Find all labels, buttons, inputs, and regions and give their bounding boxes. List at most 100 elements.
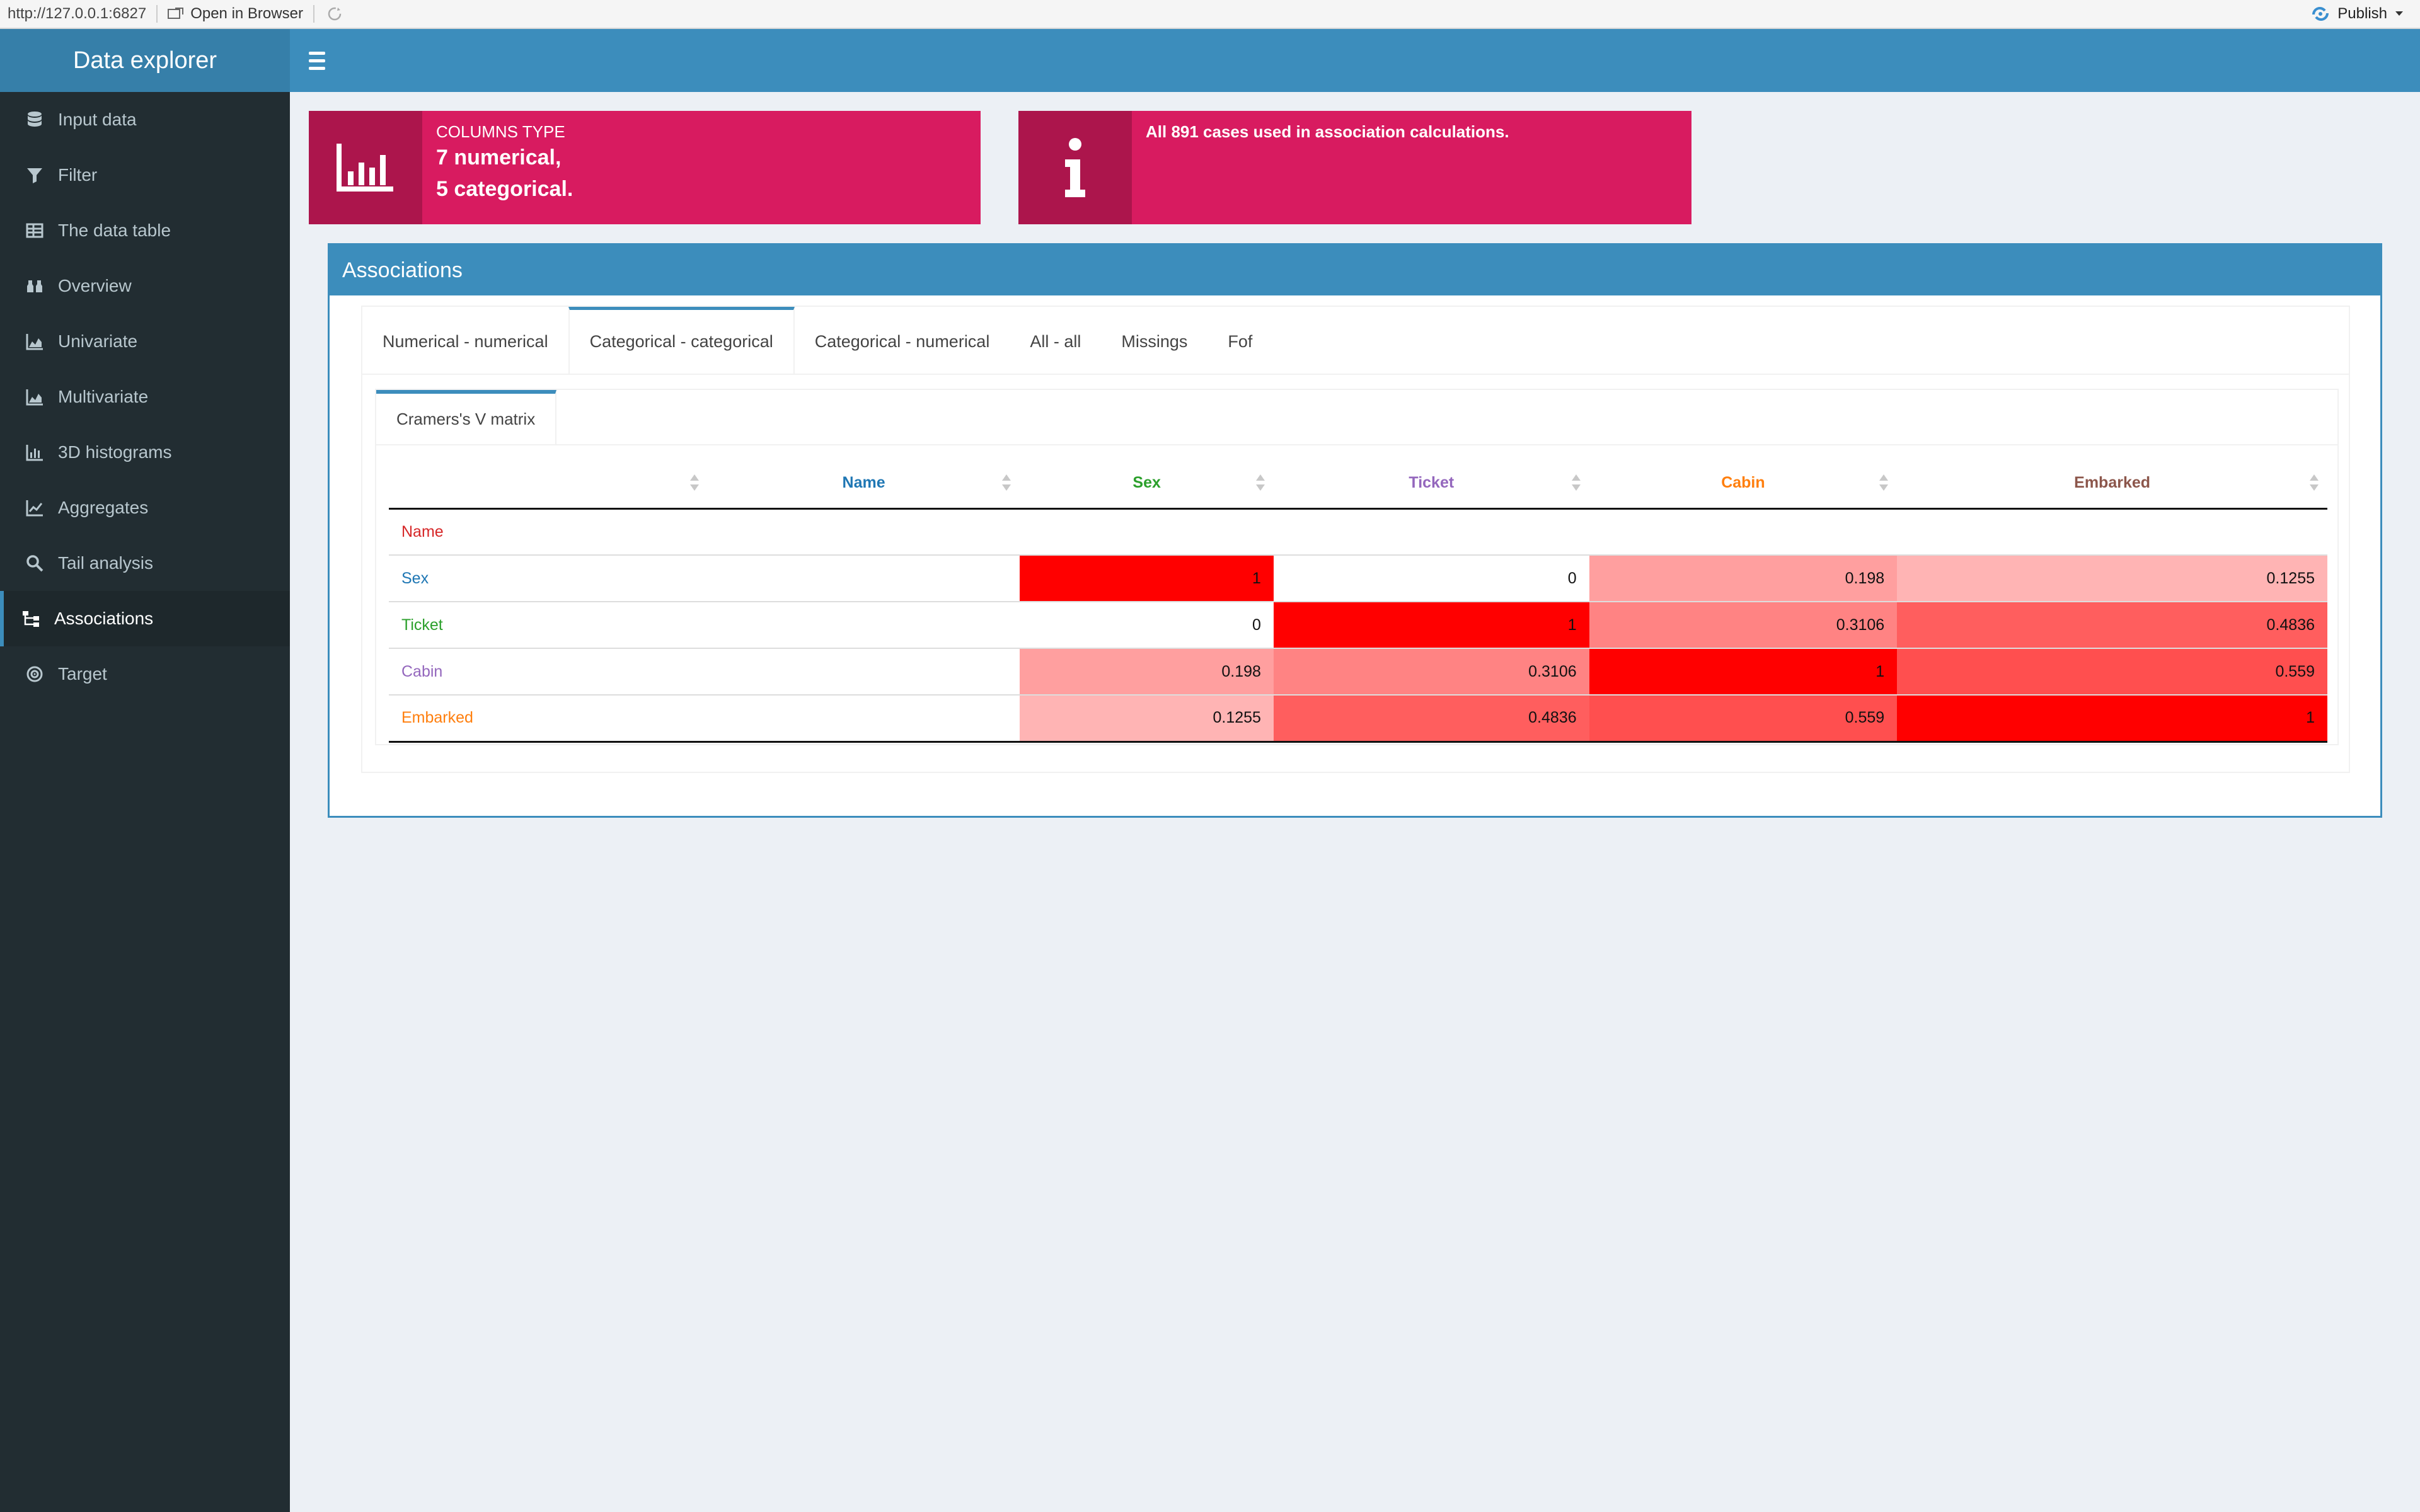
tab-numerical-numerical[interactable]: Numerical - numerical [383,332,548,351]
sidebar-item-input-data[interactable]: Input data [0,92,290,147]
table-cell: 1 [1020,554,1274,602]
refresh-icon[interactable] [325,4,345,24]
columns-type-infobox: COLUMNS TYPE 7 numerical, 5 categorical. [309,111,981,224]
sidebar-menu: Input data Filter The data table Overview Un… [0,92,290,702]
binoculars-icon [25,277,44,295]
filter-icon [25,166,44,185]
sort-icon [1879,474,1889,491]
bar-chart-icon [309,111,422,224]
table-row: Sex 1 0 0.198 0.1255 [389,554,2327,602]
sidebar-item-univariate[interactable]: Univariate [0,314,290,369]
sidebar-item-multivariate[interactable]: Multivariate [0,369,290,425]
table-cell: 0.1255 [1897,554,2327,602]
subtab-panel: Cramers's V matrix Name Sex Ticket Cabin Emb… [375,389,2339,745]
tab-cramers-v-matrix[interactable]: Cramers's V matrix [376,390,557,444]
open-in-browser-button[interactable]: Open in Browser [168,5,303,23]
table-row: Cabin 0.198 0.3106 1 0.559 [389,648,2327,695]
column-header[interactable]: Cabin [1589,458,1898,510]
row-name: Embarked [389,694,708,743]
table-cell: 0.4836 [1273,694,1589,743]
sort-icon [1255,474,1265,491]
sidebar-item-aggregates[interactable]: Aggregates [0,480,290,536]
table-row: Embarked 0.1255 0.4836 0.559 1 [389,694,2327,743]
table-cell: 0 [1273,554,1589,602]
sidebar-item-label: Target [58,664,107,684]
sidebar-item-tail-analysis[interactable]: Tail analysis [0,536,290,591]
sidebar-item-label: Aggregates [58,498,149,517]
table-cell [707,648,1020,695]
tab-categorical-categorical[interactable]: Categorical - categorical [568,307,795,374]
column-header-label: Cabin [1721,473,1765,491]
tab-fof[interactable]: Fof [1228,332,1253,351]
tab-categorical-numerical[interactable]: Categorical - numerical [814,332,990,351]
table-cell: 0.3106 [1589,601,1898,648]
table-cell [1273,508,1589,555]
table-cell: 0.198 [1020,648,1274,695]
tab-list: Numerical - numerical Categorical - categ… [362,307,2349,375]
sort-icon [2310,474,2319,491]
url-text[interactable]: http://127.0.0.1:6827 [8,5,147,22]
sidebar-item-the-data-table[interactable]: The data table [0,203,290,258]
columns-type-label: COLUMNS TYPE [436,122,565,141]
column-header-label: Sex [1132,473,1161,491]
browser-toolbar: http://127.0.0.1:6827 Open in Browser Pu… [0,0,2420,29]
sitemap-icon [21,609,40,628]
search-icon [25,554,44,573]
sort-icon [1002,474,1011,491]
column-header[interactable]: Embarked [1897,458,2327,510]
cases-text: All 891 cases used in association calcul… [1146,122,1509,141]
column-header[interactable]: Name [707,458,1020,510]
cases-infobox: All 891 cases used in association calcul… [1018,111,1691,224]
app-logo[interactable]: Data explorer [0,29,290,92]
sidebar-item-label: 3D histograms [58,442,172,462]
table-cell: 0.3106 [1273,648,1589,695]
caret-down-icon [2395,11,2403,16]
publish-icon [2312,7,2329,21]
sidebar-toggle-icon[interactable] [309,47,337,74]
external-window-icon [168,8,184,19]
column-header-label: Name [842,473,885,491]
categorical-count: 5 categorical. [436,177,573,201]
sidebar-item-label: Input data [58,110,137,129]
table-cell [1020,508,1274,555]
table-row: Name [389,508,2327,555]
column-header-label: Embarked [2074,473,2151,491]
sidebar-item-overview[interactable]: Overview [0,258,290,314]
sidebar: Data explorer Input data Filter The data t… [0,29,290,1512]
column-header-label: Ticket [1409,473,1455,491]
table-cell: 0.198 [1589,554,1898,602]
tab-all-all[interactable]: All - all [1030,332,1081,351]
row-name: Ticket [389,601,708,648]
table-row: Ticket 0 1 0.3106 0.4836 [389,601,2327,648]
open-in-browser-label: Open in Browser [190,5,303,22]
sidebar-item-label: The data table [58,220,171,240]
box-title: Associations [330,245,2380,295]
column-header[interactable] [389,458,708,510]
tabset: Numerical - numerical Categorical - categ… [361,306,2350,773]
cramers-v-table: Name Sex Ticket Cabin Embarked Name Sex 1 0 0.19… [389,458,2327,743]
area-chart-icon [25,387,44,406]
sidebar-item-label: Multivariate [58,387,149,406]
bar-chart-icon [25,443,44,462]
table-cell: 0.559 [1897,648,2327,695]
sidebar-item-filter[interactable]: Filter [0,147,290,203]
sidebar-item-associations[interactable]: Associations [0,591,290,646]
publish-button[interactable]: Publish [2311,5,2420,23]
table-cell: 1 [1897,694,2327,743]
tab-missings[interactable]: Missings [1121,332,1188,351]
associations-box: Associations Numerical - numerical Catego… [328,243,2382,818]
table-cell: 0 [1020,601,1274,648]
table-cell [707,601,1020,648]
table-cell [1589,508,1898,555]
sidebar-item-target[interactable]: Target [0,646,290,702]
row-name: Cabin [389,648,708,695]
numerical-count: 7 numerical, [436,146,562,169]
subtab-list: Cramers's V matrix [376,390,2337,445]
column-header[interactable]: Sex [1020,458,1274,510]
sidebar-item-label: Associations [54,609,154,628]
table-icon [25,221,44,240]
table-cell: 1 [1273,601,1589,648]
sidebar-item-3d-histograms[interactable]: 3D histograms [0,425,290,480]
info-icon [1018,111,1132,224]
column-header[interactable]: Ticket [1273,458,1589,510]
